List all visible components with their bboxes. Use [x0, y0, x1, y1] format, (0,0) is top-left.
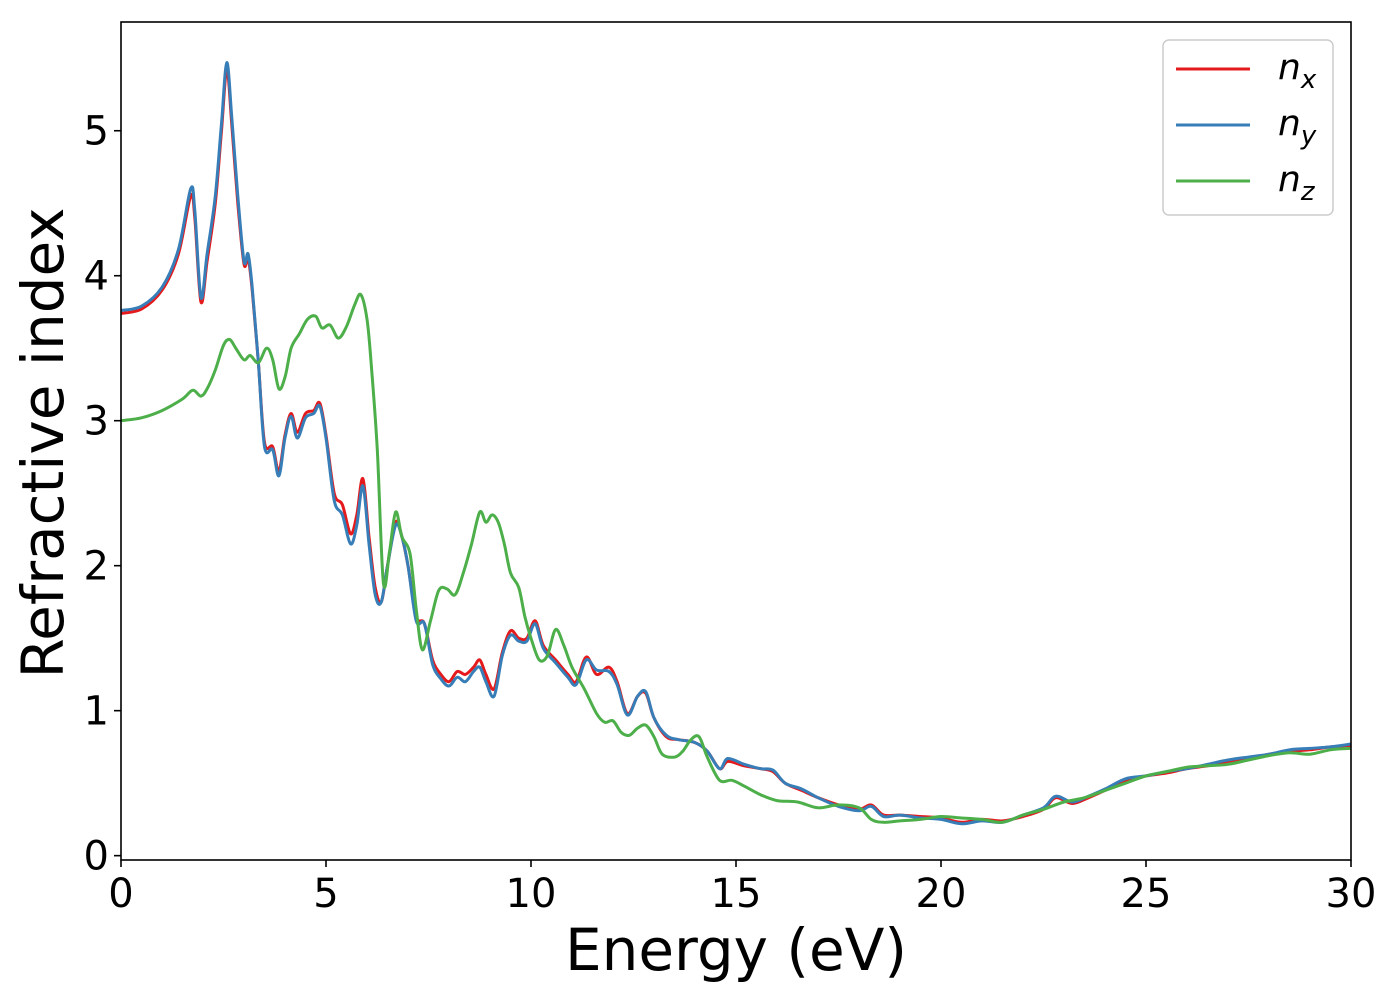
x-tick-label: 20: [916, 871, 967, 917]
x-tick-label: 15: [711, 871, 762, 917]
y-tick-label: 4: [84, 254, 109, 300]
x-tick-label: 5: [313, 871, 338, 917]
legend-label-z: nz: [1278, 159, 1316, 207]
series-line-z: [121, 292, 1351, 824]
x-axis-label: Energy (eV): [565, 916, 907, 984]
y-axis-label: Refractive index: [9, 207, 77, 678]
x-tick-label: 10: [506, 871, 557, 917]
y-tick-label: 5: [84, 109, 109, 155]
y-tick-label: 3: [84, 399, 109, 445]
legend-label-x: nx: [1278, 47, 1317, 95]
legend-box: [1162, 39, 1334, 216]
y-tick-label: 2: [84, 544, 109, 590]
x-axis: 0 5 10 15 20 25 30: [108, 860, 1376, 917]
legend: nx ny nz: [1162, 39, 1334, 216]
y-tick-label: 0: [84, 834, 109, 880]
legend-label-y: ny: [1278, 103, 1317, 151]
series-layer: [121, 61, 1351, 826]
x-tick-label: 25: [1121, 871, 1172, 917]
x-tick-label: 0: [108, 871, 133, 917]
y-tick-label: 1: [84, 689, 109, 735]
y-axis: 0 1 2 3 4 5: [84, 109, 121, 880]
x-tick-label: 30: [1326, 871, 1377, 917]
